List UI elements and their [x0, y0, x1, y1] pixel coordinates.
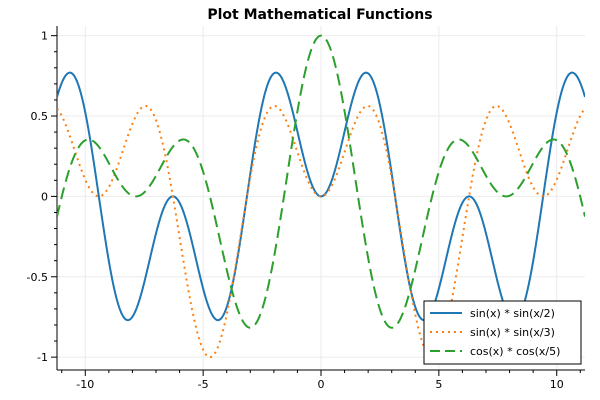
y-tick-label: 0.5 [31, 110, 49, 123]
chart-title: Plot Mathematical Functions [207, 7, 432, 23]
legend-label-2: sin(x) * sin(x/3) [470, 326, 555, 339]
y-tick-label: 0 [41, 190, 48, 203]
series-line-3 [57, 34, 585, 329]
series-line-1 [57, 71, 585, 322]
legend: sin(x) * sin(x/2) sin(x) * sin(x/3) cos(x)… [423, 300, 582, 365]
y-tick-label: 1 [41, 30, 48, 43]
legend-box [423, 300, 582, 365]
x-tick-label: 5 [435, 378, 442, 391]
x-tick-label: 10 [550, 378, 564, 391]
y-tick-label: -1 [37, 351, 48, 364]
series-lines [57, 34, 585, 359]
x-tick-label: -10 [76, 378, 94, 391]
y-tick-label: -0.5 [27, 271, 48, 284]
x-tick-label: -5 [198, 378, 209, 391]
legend-label-1: sin(x) * sin(x/2) [470, 307, 555, 320]
axes: -10 -5 0 5 10 -1 -0.5 0 0.5 1 [27, 26, 585, 391]
legend-label-3: cos(x) * cos(x/5) [470, 345, 560, 358]
x-tick-label: 0 [318, 378, 325, 391]
